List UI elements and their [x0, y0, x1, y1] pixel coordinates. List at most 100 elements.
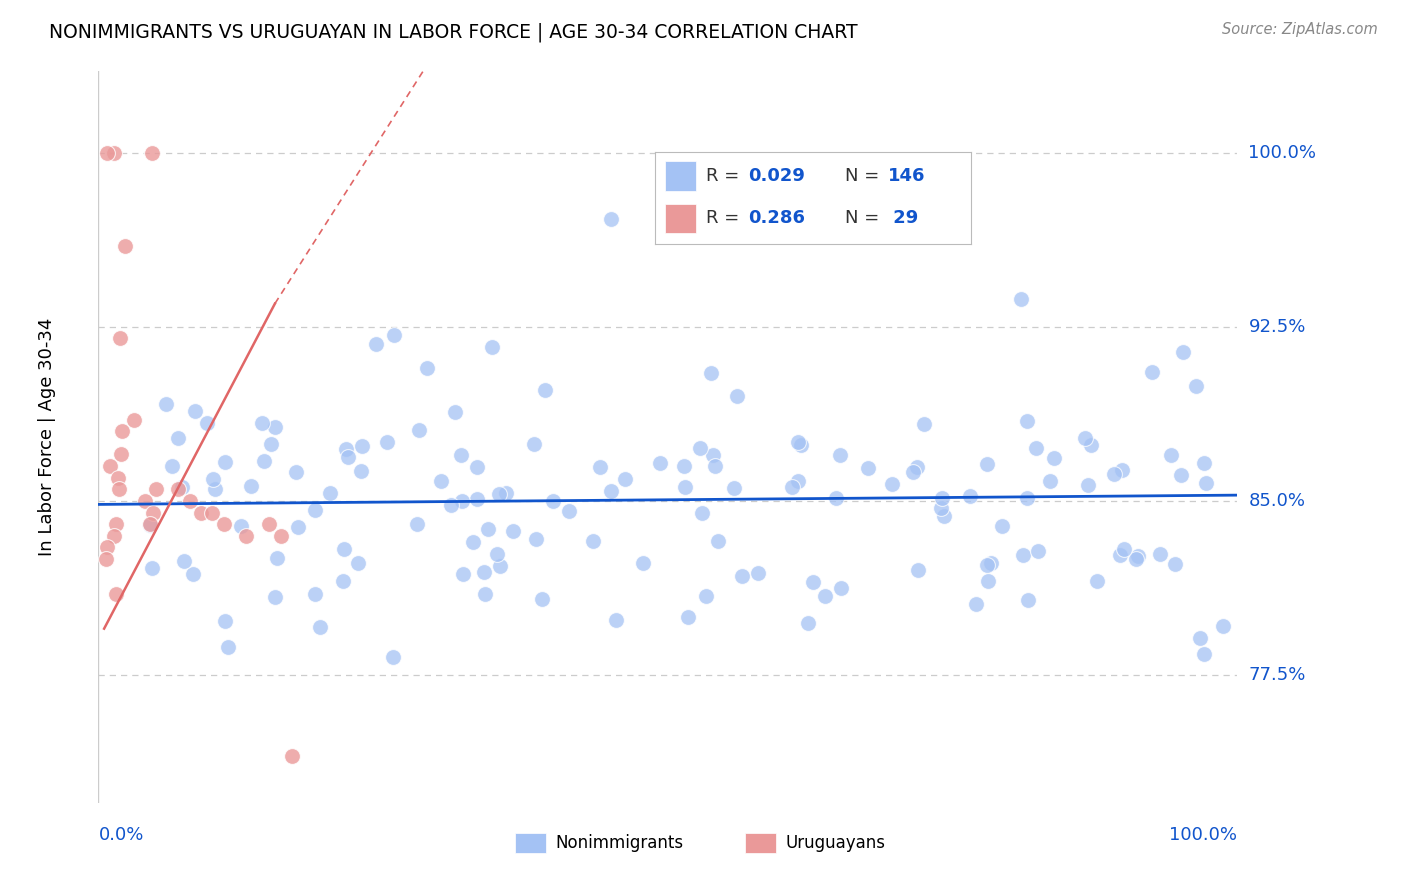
Point — [786, 435, 808, 450]
Point — [179, 494, 201, 508]
Point — [880, 477, 903, 491]
Point — [382, 327, 405, 342]
Point — [104, 587, 127, 601]
Point — [1194, 647, 1216, 661]
Point — [204, 482, 226, 496]
Point — [253, 453, 276, 467]
Point — [108, 483, 131, 497]
Point — [141, 560, 163, 574]
Bar — [665, 161, 696, 191]
Point — [695, 589, 717, 603]
Text: 77.5%: 77.5% — [1249, 666, 1306, 684]
Point — [600, 483, 623, 498]
Point — [139, 518, 162, 533]
Point — [105, 517, 128, 532]
Point — [488, 487, 510, 501]
Point — [1125, 552, 1147, 566]
Point — [704, 458, 727, 473]
Point — [190, 506, 212, 520]
Point — [477, 522, 499, 536]
Point — [440, 498, 463, 512]
Point — [1111, 463, 1133, 477]
Point — [167, 483, 190, 497]
Point — [1192, 456, 1215, 470]
Point — [976, 558, 998, 572]
Point — [96, 145, 118, 160]
Text: In Labor Force | Age 30-34: In Labor Force | Age 30-34 — [38, 318, 56, 557]
Text: Source: ZipAtlas.com: Source: ZipAtlas.com — [1222, 22, 1378, 37]
Text: R =: R = — [706, 210, 745, 227]
Point — [825, 491, 848, 506]
Point — [706, 534, 728, 549]
Point — [114, 238, 136, 252]
Text: N =: N = — [845, 167, 884, 185]
Point — [474, 587, 496, 601]
Text: 0.029: 0.029 — [748, 167, 806, 185]
Point — [1043, 450, 1066, 465]
Point — [145, 483, 167, 497]
Point — [453, 567, 475, 582]
Point — [1077, 478, 1099, 492]
Point — [931, 491, 953, 505]
Point — [673, 480, 696, 494]
Point — [110, 448, 132, 462]
Point — [830, 581, 852, 595]
Point — [173, 554, 195, 568]
Point — [1160, 448, 1182, 462]
Point — [263, 420, 285, 434]
Point — [287, 520, 309, 534]
Point — [605, 613, 627, 627]
Point — [797, 615, 820, 630]
Point — [461, 535, 484, 549]
Point — [533, 384, 555, 398]
Point — [907, 563, 929, 577]
Point — [790, 437, 813, 451]
Point — [689, 441, 711, 455]
Text: 100.0%: 100.0% — [1249, 144, 1316, 161]
Point — [217, 640, 239, 654]
Point — [1039, 474, 1062, 488]
Point — [110, 424, 132, 438]
Point — [929, 500, 952, 515]
Point — [304, 503, 326, 517]
Point — [1085, 574, 1108, 588]
Point — [524, 532, 547, 546]
Point — [486, 547, 509, 561]
Point — [134, 494, 156, 508]
Text: 29: 29 — [887, 210, 918, 227]
Point — [650, 456, 672, 470]
Point — [702, 448, 724, 462]
Point — [1017, 592, 1039, 607]
Point — [1173, 344, 1195, 359]
Point — [1015, 491, 1038, 505]
Point — [1010, 293, 1032, 307]
Point — [450, 448, 472, 462]
Point — [725, 389, 748, 403]
Point — [1188, 632, 1211, 646]
Point — [676, 610, 699, 624]
Point — [543, 494, 565, 508]
Point — [375, 435, 398, 450]
Point — [155, 397, 177, 411]
Point — [787, 474, 810, 488]
Point — [107, 471, 129, 485]
Point — [451, 494, 474, 508]
Point — [700, 366, 723, 380]
Point — [266, 551, 288, 566]
Point — [183, 567, 205, 582]
Point — [965, 597, 987, 611]
Point — [977, 574, 1000, 589]
Point — [905, 460, 928, 475]
Point — [814, 589, 837, 603]
Point — [139, 517, 162, 532]
Bar — [665, 203, 696, 234]
Point — [1126, 549, 1149, 563]
Point — [100, 459, 122, 474]
Point — [350, 464, 373, 478]
Point — [558, 504, 581, 518]
Point — [672, 459, 695, 474]
Point — [239, 479, 262, 493]
Point — [731, 569, 754, 583]
Point — [319, 486, 342, 500]
Point — [495, 486, 517, 500]
